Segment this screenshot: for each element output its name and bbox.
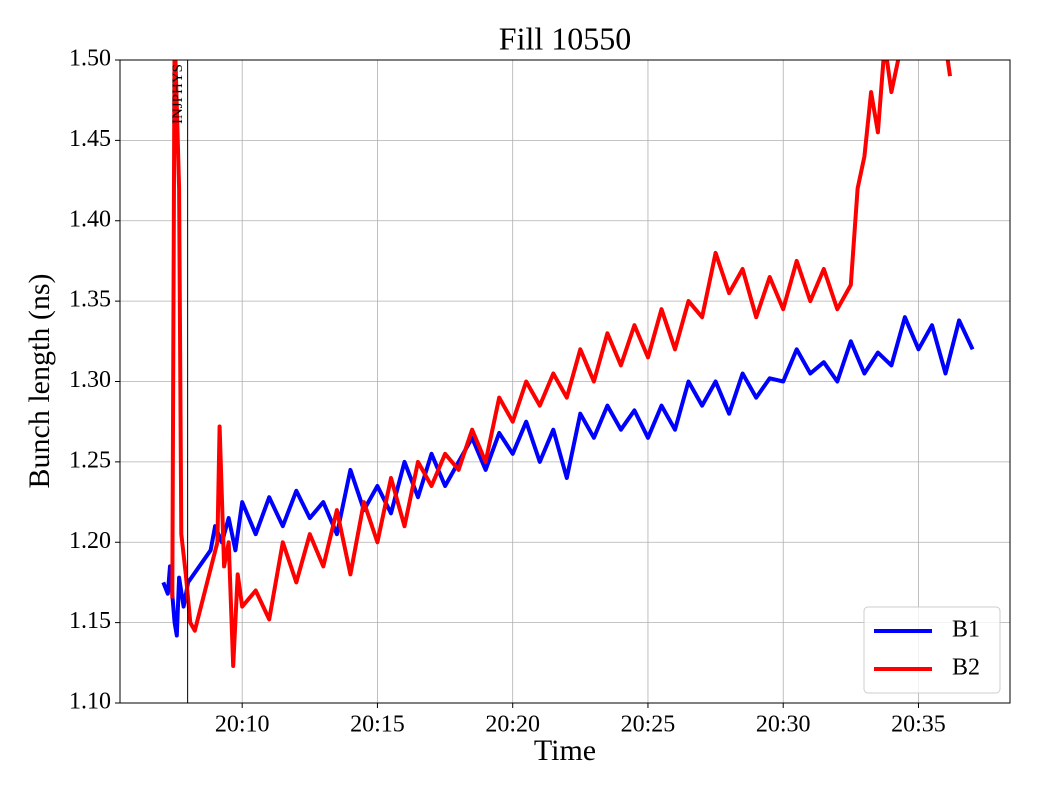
series-line [161,315,975,638]
y-tick-label: 1.40 [69,206,111,232]
y-tick-label: 1.45 [69,126,111,152]
x-tick-label: 20:20 [485,712,540,738]
legend-box [863,606,1001,694]
legend-label: B1 [952,617,980,643]
legend-label: B2 [952,655,980,681]
x-tick-label: 20:30 [756,712,811,738]
x-tick-label: 20:25 [621,712,676,738]
plot-lines [161,60,975,668]
x-axis-label: Time [534,734,596,767]
y-tick-label: 1.50 [69,46,111,72]
y-tick-label: 1.30 [69,367,111,393]
y-tick-label: 1.20 [69,528,111,554]
series-line [170,60,952,668]
x-tick-label: 20:10 [215,712,270,738]
chart-title: Fill 10550 [499,20,631,56]
y-tick-label: 1.35 [69,287,111,313]
annotation-label: INJPHYS [170,64,186,124]
x-tick-label: 20:15 [350,712,405,738]
x-tick-label: 20:35 [891,712,946,738]
y-tick-label: 1.25 [69,447,111,473]
y-tick-label: 1.10 [69,689,111,715]
y-tick-label: 1.15 [69,608,111,634]
y-axis-label: Bunch length (ns) [23,274,56,489]
axes: 1.10 1.15 1.20 1.25 1.30 1.35 1.40 1.45 1.50 20:1… [69,46,946,738]
